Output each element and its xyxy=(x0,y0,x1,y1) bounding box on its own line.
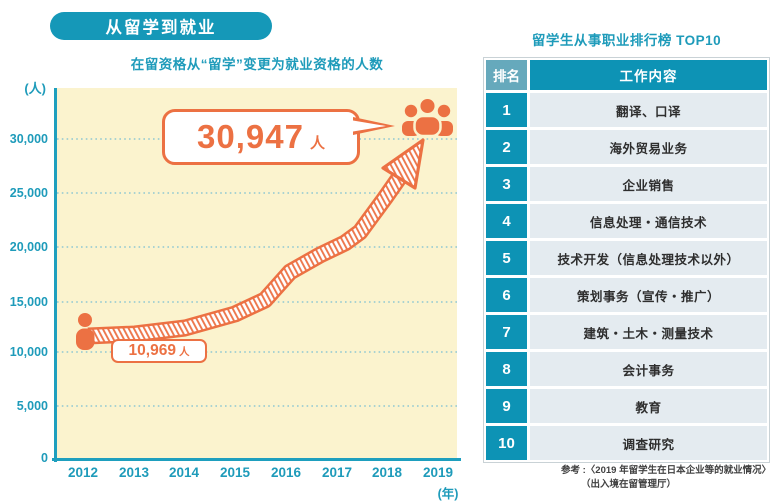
rank-cell: 3 xyxy=(486,167,527,201)
rank-cell: 8 xyxy=(486,352,527,386)
job-cell: 会计事务 xyxy=(530,352,767,386)
table-row: 8 会计事务 xyxy=(486,352,767,386)
y-tick-20000: 20,000 xyxy=(9,240,48,254)
x-tick-2017: 2017 xyxy=(321,465,353,480)
job-cell: 翻译、口译 xyxy=(530,93,767,127)
y-tick-30000: 30,000 xyxy=(9,132,48,146)
table-row: 4 信息处理・通信技术 xyxy=(486,204,767,238)
rank-cell: 4 xyxy=(486,204,527,238)
job-cell: 建筑・土木・测量技术 xyxy=(530,315,767,349)
table-row: 5 技术开发（信息处理技术以外） xyxy=(486,241,767,275)
table-row: 7 建筑・土木・测量技术 xyxy=(486,315,767,349)
rank-cell: 6 xyxy=(486,278,527,312)
ranking-table-title: 留学生从事职业排行榜 TOP10 xyxy=(531,33,722,48)
start-value-label: 10,969 人 xyxy=(111,339,207,363)
rank-cell: 2 xyxy=(486,130,527,164)
job-cell: 信息处理・通信技术 xyxy=(530,204,767,238)
source-footnote: 参考 :〈2019 年留学生在日本企业等的就业情况〉 （出入境在留管理厅） xyxy=(561,464,771,493)
job-cell: 技术开发（信息处理技术以外） xyxy=(530,241,767,275)
rank-cell: 7 xyxy=(486,315,527,349)
x-tick-2014: 2014 xyxy=(168,465,200,480)
x-axis-line xyxy=(52,457,461,461)
y-axis-line xyxy=(53,88,57,462)
x-tick-2019: 2019 xyxy=(422,465,454,480)
rank-cell: 5 xyxy=(486,241,527,275)
job-cell: 海外贸易业务 xyxy=(530,130,767,164)
y-tick-5000: 5,000 xyxy=(16,399,48,413)
x-tick-2016: 2016 xyxy=(270,465,302,480)
ranking-table-header: 排名 工作内容 xyxy=(486,60,767,90)
source-footnote-line2: （出入境在留管理厅） xyxy=(581,479,677,491)
x-axis-unit-label: (年) xyxy=(437,487,459,501)
header-badge-label: 从留学到就业 xyxy=(105,19,217,37)
rank-cell: 10 xyxy=(486,426,527,460)
x-tick-2013: 2013 xyxy=(118,465,150,480)
start-value-unit: 人 xyxy=(178,346,190,359)
x-tick-2012: 2012 xyxy=(67,465,99,480)
callout-tail xyxy=(353,117,395,135)
chart-title: 在留资格从“留学”变更为就业资格的人数 xyxy=(130,57,384,72)
table-row: 3 企业销售 xyxy=(486,167,767,201)
y-tick-10000: 10,000 xyxy=(9,345,48,359)
y-axis-unit-label: (人) xyxy=(24,81,46,96)
table-row: 6 策划事务（宣传・推广） xyxy=(486,278,767,312)
y-tick-25000: 25,000 xyxy=(9,186,48,200)
job-column-header: 工作内容 xyxy=(530,60,767,90)
rank-column-header: 排名 xyxy=(486,60,527,90)
job-cell: 企业销售 xyxy=(530,167,767,201)
header-badge: 从留学到就业 xyxy=(50,12,272,40)
table-row: 9 教育 xyxy=(486,389,767,423)
table-row: 10 调查研究 xyxy=(486,426,767,460)
end-value-unit: 人 xyxy=(309,134,325,152)
start-value: 10,969 xyxy=(128,342,176,360)
rank-cell: 1 xyxy=(486,93,527,127)
job-cell: 策划事务（宣传・推广） xyxy=(530,278,767,312)
y-tick-0: 0 xyxy=(41,451,48,465)
source-footnote-line1: 参考 :〈2019 年留学生在日本企业等的就业情况〉 xyxy=(561,465,771,476)
x-tick-2015: 2015 xyxy=(219,465,251,480)
ranking-table: 排名 工作内容 1 翻译、口译 2 海外贸易业务 3 企业销售 4 信息处理・通… xyxy=(483,57,770,463)
end-value: 30,947 xyxy=(197,118,304,155)
end-value-callout: 30,947 人 xyxy=(162,109,360,165)
job-cell: 调查研究 xyxy=(530,426,767,460)
x-tick-2018: 2018 xyxy=(371,465,403,480)
job-cell: 教育 xyxy=(530,389,767,423)
rank-cell: 9 xyxy=(486,389,527,423)
table-row: 1 翻译、口译 xyxy=(486,93,767,127)
y-tick-15000: 15,000 xyxy=(9,295,48,309)
table-row: 2 海外贸易业务 xyxy=(486,130,767,164)
